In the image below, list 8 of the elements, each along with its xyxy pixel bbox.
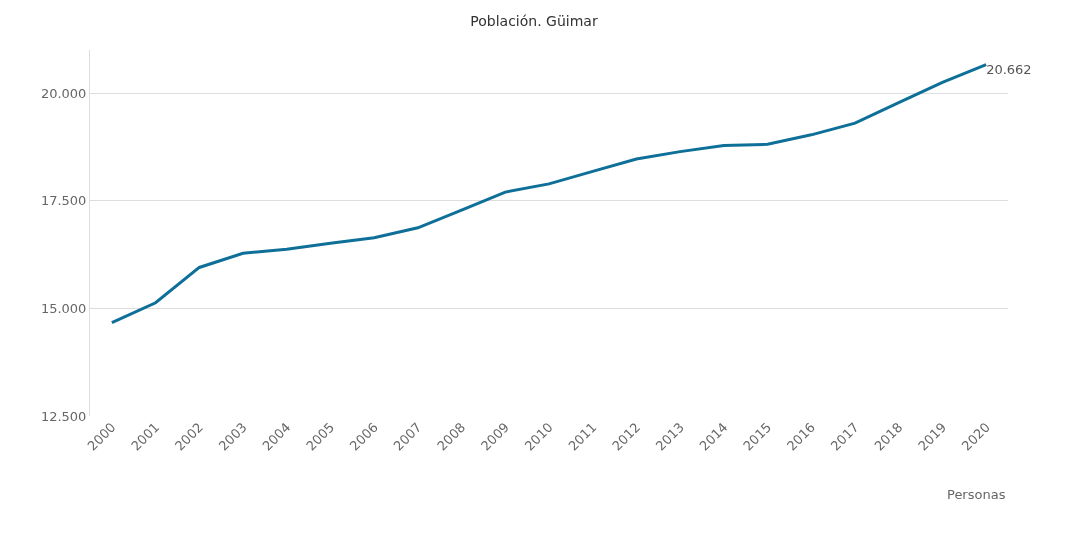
line-series xyxy=(110,63,988,325)
chart-title: Población. Güimar xyxy=(470,12,598,29)
y-tick-label: 20.000 xyxy=(40,85,87,101)
data-label: 20.662 xyxy=(986,62,1032,78)
y-tick-label: 15.000 xyxy=(40,300,87,316)
text: Personas xyxy=(947,487,1006,502)
y-tick-label: 12.500 xyxy=(40,408,87,424)
y-tick-label: 17.500 xyxy=(40,193,87,209)
